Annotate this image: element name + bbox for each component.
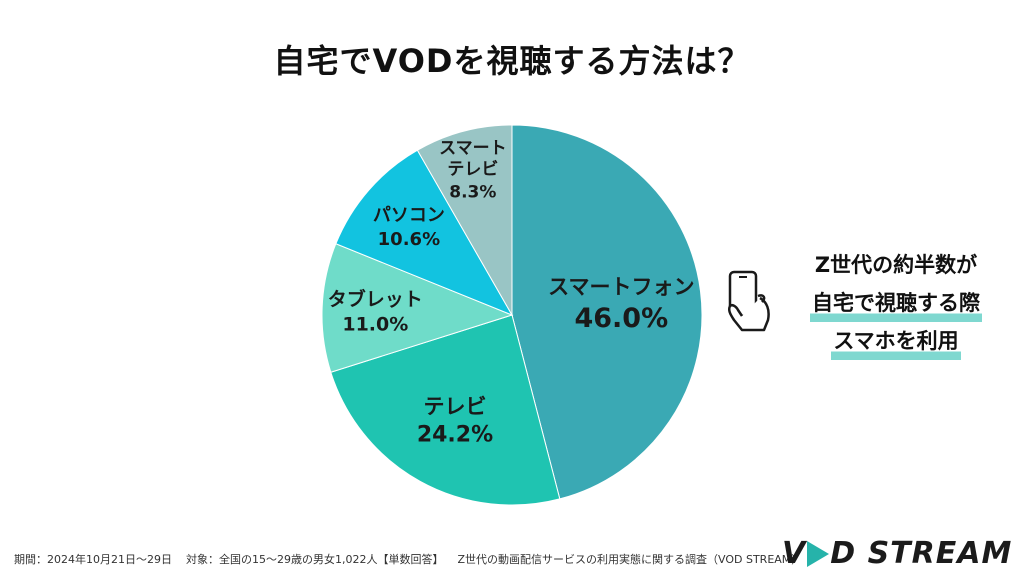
pie-slice bbox=[511, 124, 703, 500]
slice-value-label: 46.0% bbox=[574, 303, 668, 334]
slice-name-label: パソコン bbox=[373, 205, 445, 226]
footer-survey: Z世代の動画配信サービスの利用実態に関する調査（VOD STREAM） bbox=[457, 553, 803, 566]
footer-note: 期間：2024年10月21日〜29日 対象：全国の15〜29歳の男女1,022人… bbox=[14, 551, 802, 567]
pie-slice bbox=[321, 243, 514, 373]
slice-label-group: スマートフォン 46.0% bbox=[548, 275, 694, 334]
logo-text-left: V bbox=[782, 536, 807, 571]
logo-text-right: D STREAM bbox=[830, 536, 1013, 571]
slice-value-label: 10.6% bbox=[378, 229, 440, 250]
pie-slice bbox=[416, 124, 513, 317]
callout-line-1: Z世代の約半数が bbox=[814, 253, 978, 277]
slice-value-label: 11.0% bbox=[342, 314, 408, 336]
slice-name-label: テレビ bbox=[423, 395, 486, 419]
hand-holding-phone-icon bbox=[727, 270, 770, 332]
slice-name-label: スマートフォン bbox=[548, 275, 694, 299]
chart-title: 自宅でVODを視聴する方法は？ bbox=[273, 42, 751, 80]
footer-target: 対象：全国の15〜29歳の男女1,022人【単数回答】 bbox=[186, 553, 444, 566]
slice-name-label: タブレット bbox=[328, 288, 423, 311]
slice-label-group: テレビ 24.2% bbox=[417, 395, 493, 448]
slice-label-group: パソコン 10.6% bbox=[373, 205, 445, 250]
slice-value-label: 24.2% bbox=[417, 423, 493, 448]
vod-stream-logo: V D STREAM bbox=[782, 536, 1012, 571]
slice-label-group: タブレット 11.0% bbox=[328, 288, 423, 336]
play-icon bbox=[807, 540, 830, 567]
slice-name-label: テレビ bbox=[447, 160, 498, 180]
callout-line-3: スマホを利用 bbox=[831, 322, 961, 360]
callout-line-2: 自宅で視聴する際 bbox=[810, 284, 982, 322]
slice-name-label: スマート bbox=[439, 139, 507, 159]
slice-value-label: 8.3% bbox=[449, 183, 496, 203]
footer-period: 期間：2024年10月21日〜29日 bbox=[14, 553, 172, 566]
callout: Z世代の約半数が 自宅で視聴する際 スマホを利用 bbox=[786, 246, 1006, 360]
pie-slice bbox=[330, 314, 561, 506]
pie-slice bbox=[335, 149, 514, 317]
